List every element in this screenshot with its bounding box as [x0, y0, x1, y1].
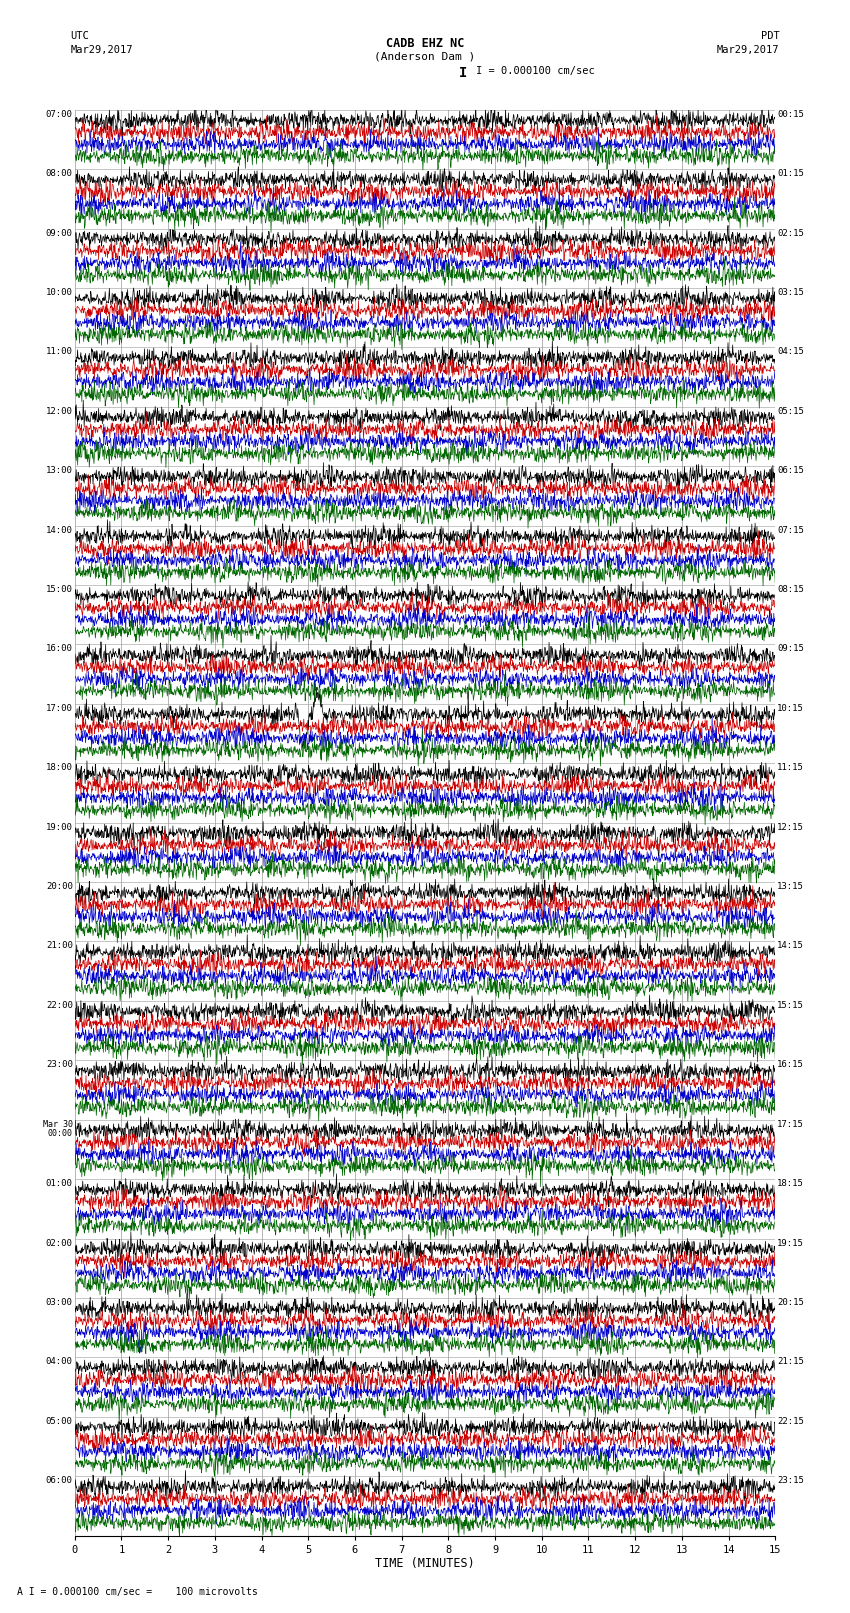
Text: 18:15: 18:15: [777, 1179, 804, 1189]
Text: 14:15: 14:15: [777, 942, 804, 950]
Text: 23:00: 23:00: [46, 1060, 73, 1069]
Text: 06:00: 06:00: [46, 1476, 73, 1486]
Text: 03:15: 03:15: [777, 289, 804, 297]
Text: UTC: UTC: [71, 31, 89, 40]
Text: 06:15: 06:15: [777, 466, 804, 476]
Text: 21:15: 21:15: [777, 1358, 804, 1366]
Text: 15:15: 15:15: [777, 1000, 804, 1010]
Text: 19:15: 19:15: [777, 1239, 804, 1247]
Text: I = 0.000100 cm/sec: I = 0.000100 cm/sec: [476, 66, 595, 76]
Text: 08:00: 08:00: [46, 169, 73, 177]
Text: 22:15: 22:15: [777, 1416, 804, 1426]
Text: 21:00: 21:00: [46, 942, 73, 950]
Text: 07:00: 07:00: [46, 110, 73, 119]
Text: 20:15: 20:15: [777, 1298, 804, 1307]
Text: 05:00: 05:00: [46, 1416, 73, 1426]
Text: 16:15: 16:15: [777, 1060, 804, 1069]
Text: PDT: PDT: [761, 31, 779, 40]
Text: 02:15: 02:15: [777, 229, 804, 237]
Text: 01:15: 01:15: [777, 169, 804, 177]
Text: 13:00: 13:00: [46, 466, 73, 476]
Text: A I = 0.000100 cm/sec =    100 microvolts: A I = 0.000100 cm/sec = 100 microvolts: [17, 1587, 258, 1597]
Text: 12:15: 12:15: [777, 823, 804, 832]
Text: 17:15: 17:15: [777, 1119, 804, 1129]
Text: 10:15: 10:15: [777, 703, 804, 713]
Text: 18:00: 18:00: [46, 763, 73, 773]
Text: 10:00: 10:00: [46, 289, 73, 297]
Text: 09:15: 09:15: [777, 645, 804, 653]
Text: CADB EHZ NC: CADB EHZ NC: [386, 37, 464, 50]
Text: 16:00: 16:00: [46, 645, 73, 653]
Text: 09:00: 09:00: [46, 229, 73, 237]
Text: 15:00: 15:00: [46, 586, 73, 594]
Text: 19:00: 19:00: [46, 823, 73, 832]
Text: I: I: [459, 66, 468, 81]
Text: 01:00: 01:00: [46, 1179, 73, 1189]
Text: 03:00: 03:00: [46, 1298, 73, 1307]
Text: 04:15: 04:15: [777, 347, 804, 356]
Text: (Anderson Dam ): (Anderson Dam ): [374, 52, 476, 61]
Text: 20:00: 20:00: [46, 882, 73, 890]
Text: 12:00: 12:00: [46, 406, 73, 416]
Text: 11:00: 11:00: [46, 347, 73, 356]
Text: 23:15: 23:15: [777, 1476, 804, 1486]
Text: Mar29,2017: Mar29,2017: [717, 45, 779, 55]
Text: 00:15: 00:15: [777, 110, 804, 119]
Text: 13:15: 13:15: [777, 882, 804, 890]
Text: Mar 30
00:00: Mar 30 00:00: [42, 1119, 73, 1139]
Text: 05:15: 05:15: [777, 406, 804, 416]
Text: 02:00: 02:00: [46, 1239, 73, 1247]
Text: 22:00: 22:00: [46, 1000, 73, 1010]
Text: 07:15: 07:15: [777, 526, 804, 534]
Text: 04:00: 04:00: [46, 1358, 73, 1366]
Text: 08:15: 08:15: [777, 586, 804, 594]
Text: Mar29,2017: Mar29,2017: [71, 45, 133, 55]
Text: 14:00: 14:00: [46, 526, 73, 534]
X-axis label: TIME (MINUTES): TIME (MINUTES): [375, 1558, 475, 1571]
Text: 11:15: 11:15: [777, 763, 804, 773]
Text: 17:00: 17:00: [46, 703, 73, 713]
